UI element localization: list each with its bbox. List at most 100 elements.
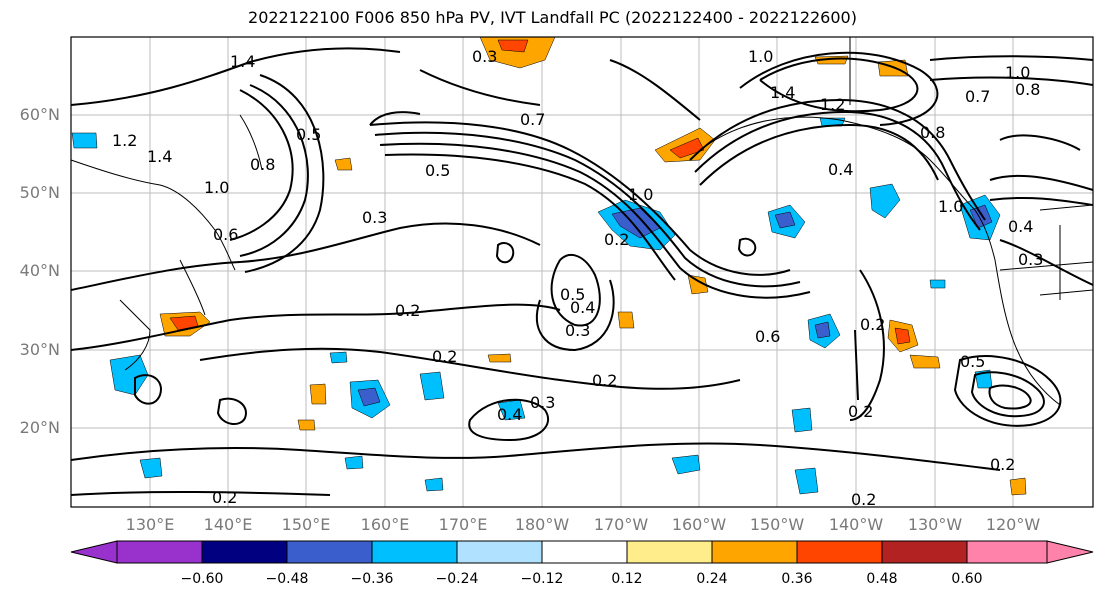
coastline xyxy=(699,116,996,261)
colorbar-segment xyxy=(966,540,1048,564)
shade-blob xyxy=(334,157,353,171)
colorbar-segment xyxy=(286,540,373,564)
contour-label: 1.0 xyxy=(938,197,963,216)
shade-blob xyxy=(869,183,901,219)
coastline xyxy=(239,114,263,171)
contour-line xyxy=(929,55,1094,61)
contour-line xyxy=(929,76,1094,86)
contour-label: 0.2 xyxy=(990,455,1015,474)
contour-line xyxy=(70,222,541,291)
contour-line xyxy=(999,239,1094,286)
contour-label: 0.7 xyxy=(965,87,990,106)
contour-line xyxy=(739,51,939,126)
shade-blob xyxy=(344,455,364,470)
gridlines xyxy=(71,37,1093,507)
contour-line xyxy=(216,397,247,425)
shade-blob xyxy=(687,274,709,295)
colorbar-tick: −0.48 xyxy=(265,571,309,587)
map-title: 2022122100 F006 850 hPa PV, IVT Landfall… xyxy=(248,8,857,27)
contour-line xyxy=(379,142,811,299)
contour-line xyxy=(849,269,885,421)
colorbar-tick: −0.36 xyxy=(350,571,394,587)
contour-label: 0.2 xyxy=(395,301,420,320)
lon-label-130e: 130°E xyxy=(125,515,175,534)
colorbar-tick: −0.60 xyxy=(180,571,224,587)
shade-blob xyxy=(419,371,445,401)
shade-blob xyxy=(1009,477,1027,496)
contour-line xyxy=(694,110,981,231)
contour-line xyxy=(550,254,601,327)
colorbar-extend-min xyxy=(70,540,118,564)
contour-label: 0.8 xyxy=(250,155,275,174)
contour-label: 1.0 xyxy=(1005,63,1030,82)
lon-label-130w: 130°W xyxy=(907,515,963,534)
contour-line xyxy=(384,153,676,281)
contour-line xyxy=(970,371,1045,418)
contour-label: 1.4 xyxy=(230,52,255,71)
contour-label: 1.4 xyxy=(147,147,172,166)
contour-label: 1.0 xyxy=(628,185,653,204)
contour-line xyxy=(199,347,741,390)
contour-line xyxy=(134,374,162,405)
map-frame xyxy=(70,36,1094,508)
contour-line xyxy=(369,111,421,126)
contour-label: 0.2 xyxy=(851,490,876,509)
colorbar-tick: 0.12 xyxy=(611,571,643,587)
contour-label: 0.5 xyxy=(960,352,985,371)
shade-blob xyxy=(139,457,163,479)
colorbar-tick: 0.36 xyxy=(781,571,813,587)
contour-line xyxy=(244,74,325,273)
colorbar-segment xyxy=(201,540,288,564)
filled-shading xyxy=(71,36,1027,496)
contour-label: 0.3 xyxy=(1018,250,1043,269)
contour-line xyxy=(854,329,859,401)
coastline xyxy=(994,259,1061,406)
contour-label: 1.4 xyxy=(770,83,795,102)
contour-label: 1.0 xyxy=(748,47,773,66)
contour-line xyxy=(999,134,1081,151)
lat-label-30n: 30°N xyxy=(19,340,60,359)
contour-line xyxy=(609,59,701,121)
shade-blob xyxy=(814,321,831,339)
contour-line xyxy=(70,47,401,106)
shade-blob xyxy=(791,407,813,433)
lon-label-150e: 150°E xyxy=(281,515,331,534)
contour-line xyxy=(369,121,791,276)
colorbar-tick: 0.48 xyxy=(866,571,898,587)
colorbar-segment xyxy=(116,540,203,564)
colorbar-segment xyxy=(541,540,628,564)
contour-label: 0.8 xyxy=(920,123,945,142)
shade-blob xyxy=(894,327,911,345)
contour-label: 1.0 xyxy=(204,178,229,197)
contour-label: 0.3 xyxy=(362,208,387,227)
contour-label: 0.2 xyxy=(592,371,617,390)
contour-label: 1.2 xyxy=(820,95,845,114)
lon-label-170e: 170°E xyxy=(438,515,488,534)
colorbar-segment xyxy=(881,540,968,564)
coastline xyxy=(179,259,206,316)
contour-line xyxy=(70,442,1001,471)
lon-label-160e: 160°E xyxy=(360,515,410,534)
shade-blob xyxy=(794,467,819,495)
lon-label-120w: 120°W xyxy=(985,515,1041,534)
lat-label-40n: 40°N xyxy=(19,261,60,280)
shade-blob xyxy=(669,137,705,159)
contour-label: 0.3 xyxy=(530,393,555,412)
contour-label: 0.2 xyxy=(432,347,457,366)
contour-line xyxy=(468,398,550,442)
contour-line xyxy=(737,237,757,257)
colorbar-segment xyxy=(711,540,798,564)
colorbar-segment xyxy=(796,540,883,564)
shade-blob xyxy=(109,354,149,396)
contour-label: 0.2 xyxy=(212,488,237,507)
shade-blob xyxy=(357,387,381,407)
contour-label: 0.6 xyxy=(755,327,780,346)
coastline xyxy=(70,159,236,271)
contour-line xyxy=(374,131,801,288)
colorbar-extend-max xyxy=(1046,540,1094,564)
contour-label: 0.2 xyxy=(860,315,885,334)
colorbar-tick: 0.60 xyxy=(951,571,983,587)
shade-blob xyxy=(309,383,327,405)
contour-label: 0.4 xyxy=(497,405,522,424)
